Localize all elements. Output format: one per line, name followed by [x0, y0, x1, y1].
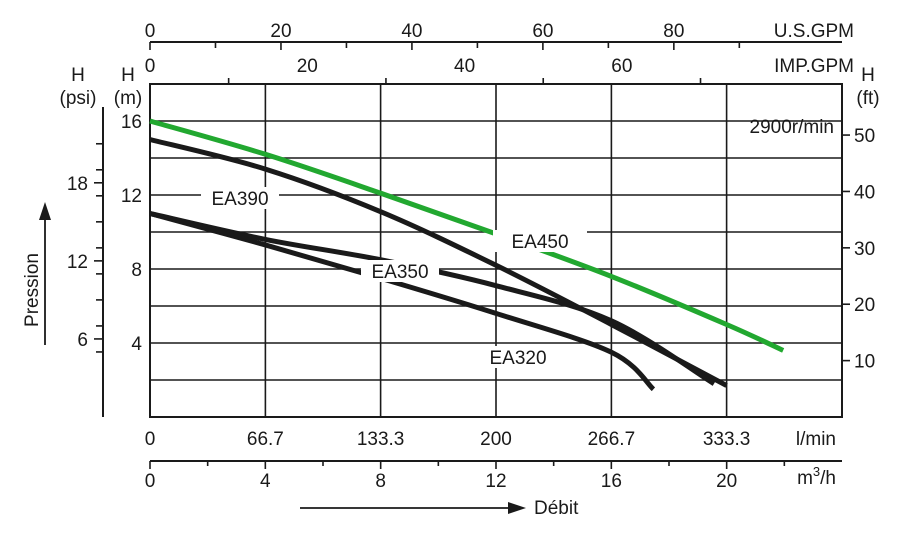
top-tick-label-usgpm: 60 — [532, 21, 553, 42]
top-tick-label-impgpm: 20 — [297, 56, 318, 77]
curves — [149, 118, 785, 392]
top-tick-label-impgpm: 0 — [145, 56, 156, 77]
series-label-bg — [201, 187, 279, 209]
top-axis-usgpm-unit: U.S.GPM — [774, 21, 854, 42]
x2-tick-label: 8 — [375, 471, 386, 492]
pressure-arrow-head — [39, 202, 51, 220]
x-tick-label-lmin: 133.3 — [357, 429, 405, 450]
y-axis-psi-header: H — [71, 65, 85, 86]
series-line-ea390 — [149, 137, 728, 388]
top-tick-label-usgpm: 40 — [401, 21, 422, 42]
x2-tick-label: 12 — [485, 471, 506, 492]
x2-tick-label: 16 — [601, 471, 622, 492]
plot-frame — [149, 83, 843, 418]
top-tick-label-usgpm: 80 — [663, 21, 684, 42]
series-label-ea390: EA390 — [211, 189, 268, 210]
series-label-bg — [361, 260, 439, 282]
y-tick-label-m: 12 — [121, 186, 142, 207]
flow-arrow-head — [508, 502, 526, 514]
y-axis-psi-unit: (psi) — [60, 88, 97, 109]
top-axis-impgpm-unit: IMP.GPM — [774, 56, 854, 77]
series-label-bg — [479, 346, 557, 368]
y-tick-label-ft: 40 — [854, 182, 875, 203]
y-tick-label-m: 4 — [131, 334, 142, 355]
y-axis-ft-header: H — [861, 65, 875, 86]
x-tick-label-lmin: 200 — [480, 429, 512, 450]
series-line-ea350 — [149, 211, 716, 386]
x-tick-label-lmin: 333.3 — [703, 429, 751, 450]
x-tick-label-lmin: 266.7 — [588, 429, 636, 450]
y-tick-label-psi: 12 — [67, 252, 88, 273]
series-line-ea320 — [149, 211, 656, 392]
y-tick-label-ft: 20 — [854, 295, 875, 316]
y-axis-m-header: H — [121, 65, 135, 86]
top-tick-label-usgpm: 20 — [270, 21, 291, 42]
top-tick-label-usgpm: 0 — [145, 21, 156, 42]
top-tick-label-impgpm: 60 — [611, 56, 632, 77]
speed-label: 2900r/min — [750, 117, 835, 138]
y-tick-label-ft: 50 — [854, 126, 875, 147]
x2-tick-label: 20 — [716, 471, 737, 492]
x-axis-unit-lmin: l/min — [796, 429, 836, 450]
series-label-ea350: EA350 — [371, 262, 428, 283]
x2-tick-label: 0 — [145, 471, 156, 492]
flow-label: Débit — [534, 498, 579, 519]
top-tick-label-impgpm: 40 — [454, 56, 475, 77]
y-tick-label-m: 8 — [131, 260, 142, 281]
x2-unit-main: m — [797, 468, 813, 489]
x-tick-label-lmin: 0 — [145, 429, 156, 450]
y-tick-label-ft: 30 — [854, 239, 875, 260]
y-tick-label-psi: 6 — [77, 330, 88, 351]
x2-unit-sup: 3 — [813, 464, 820, 479]
pressure-label: Pression — [22, 253, 43, 327]
series-label-bg — [493, 230, 587, 252]
x2-tick-label: 4 — [260, 471, 271, 492]
y-axis-ft-unit: (ft) — [856, 88, 879, 109]
y-tick-label-ft: 10 — [854, 352, 875, 373]
series-line-ea450 — [149, 118, 785, 353]
x2-axis-unit: m3/h — [797, 464, 836, 489]
labels: 2900r/min Débit Pression EA450 EA390 EA350 EA3… — [22, 117, 834, 519]
series-label-ea320: EA320 — [489, 348, 546, 369]
y-tick-label-psi: 18 — [67, 174, 88, 195]
y-axis-m-unit: (m) — [114, 88, 142, 109]
y-tick-label-m: 16 — [121, 112, 142, 133]
series-label-ea450: EA450 — [511, 232, 568, 253]
x-tick-label-lmin: 66.7 — [247, 429, 284, 450]
x2-unit-tail: /h — [820, 468, 836, 489]
